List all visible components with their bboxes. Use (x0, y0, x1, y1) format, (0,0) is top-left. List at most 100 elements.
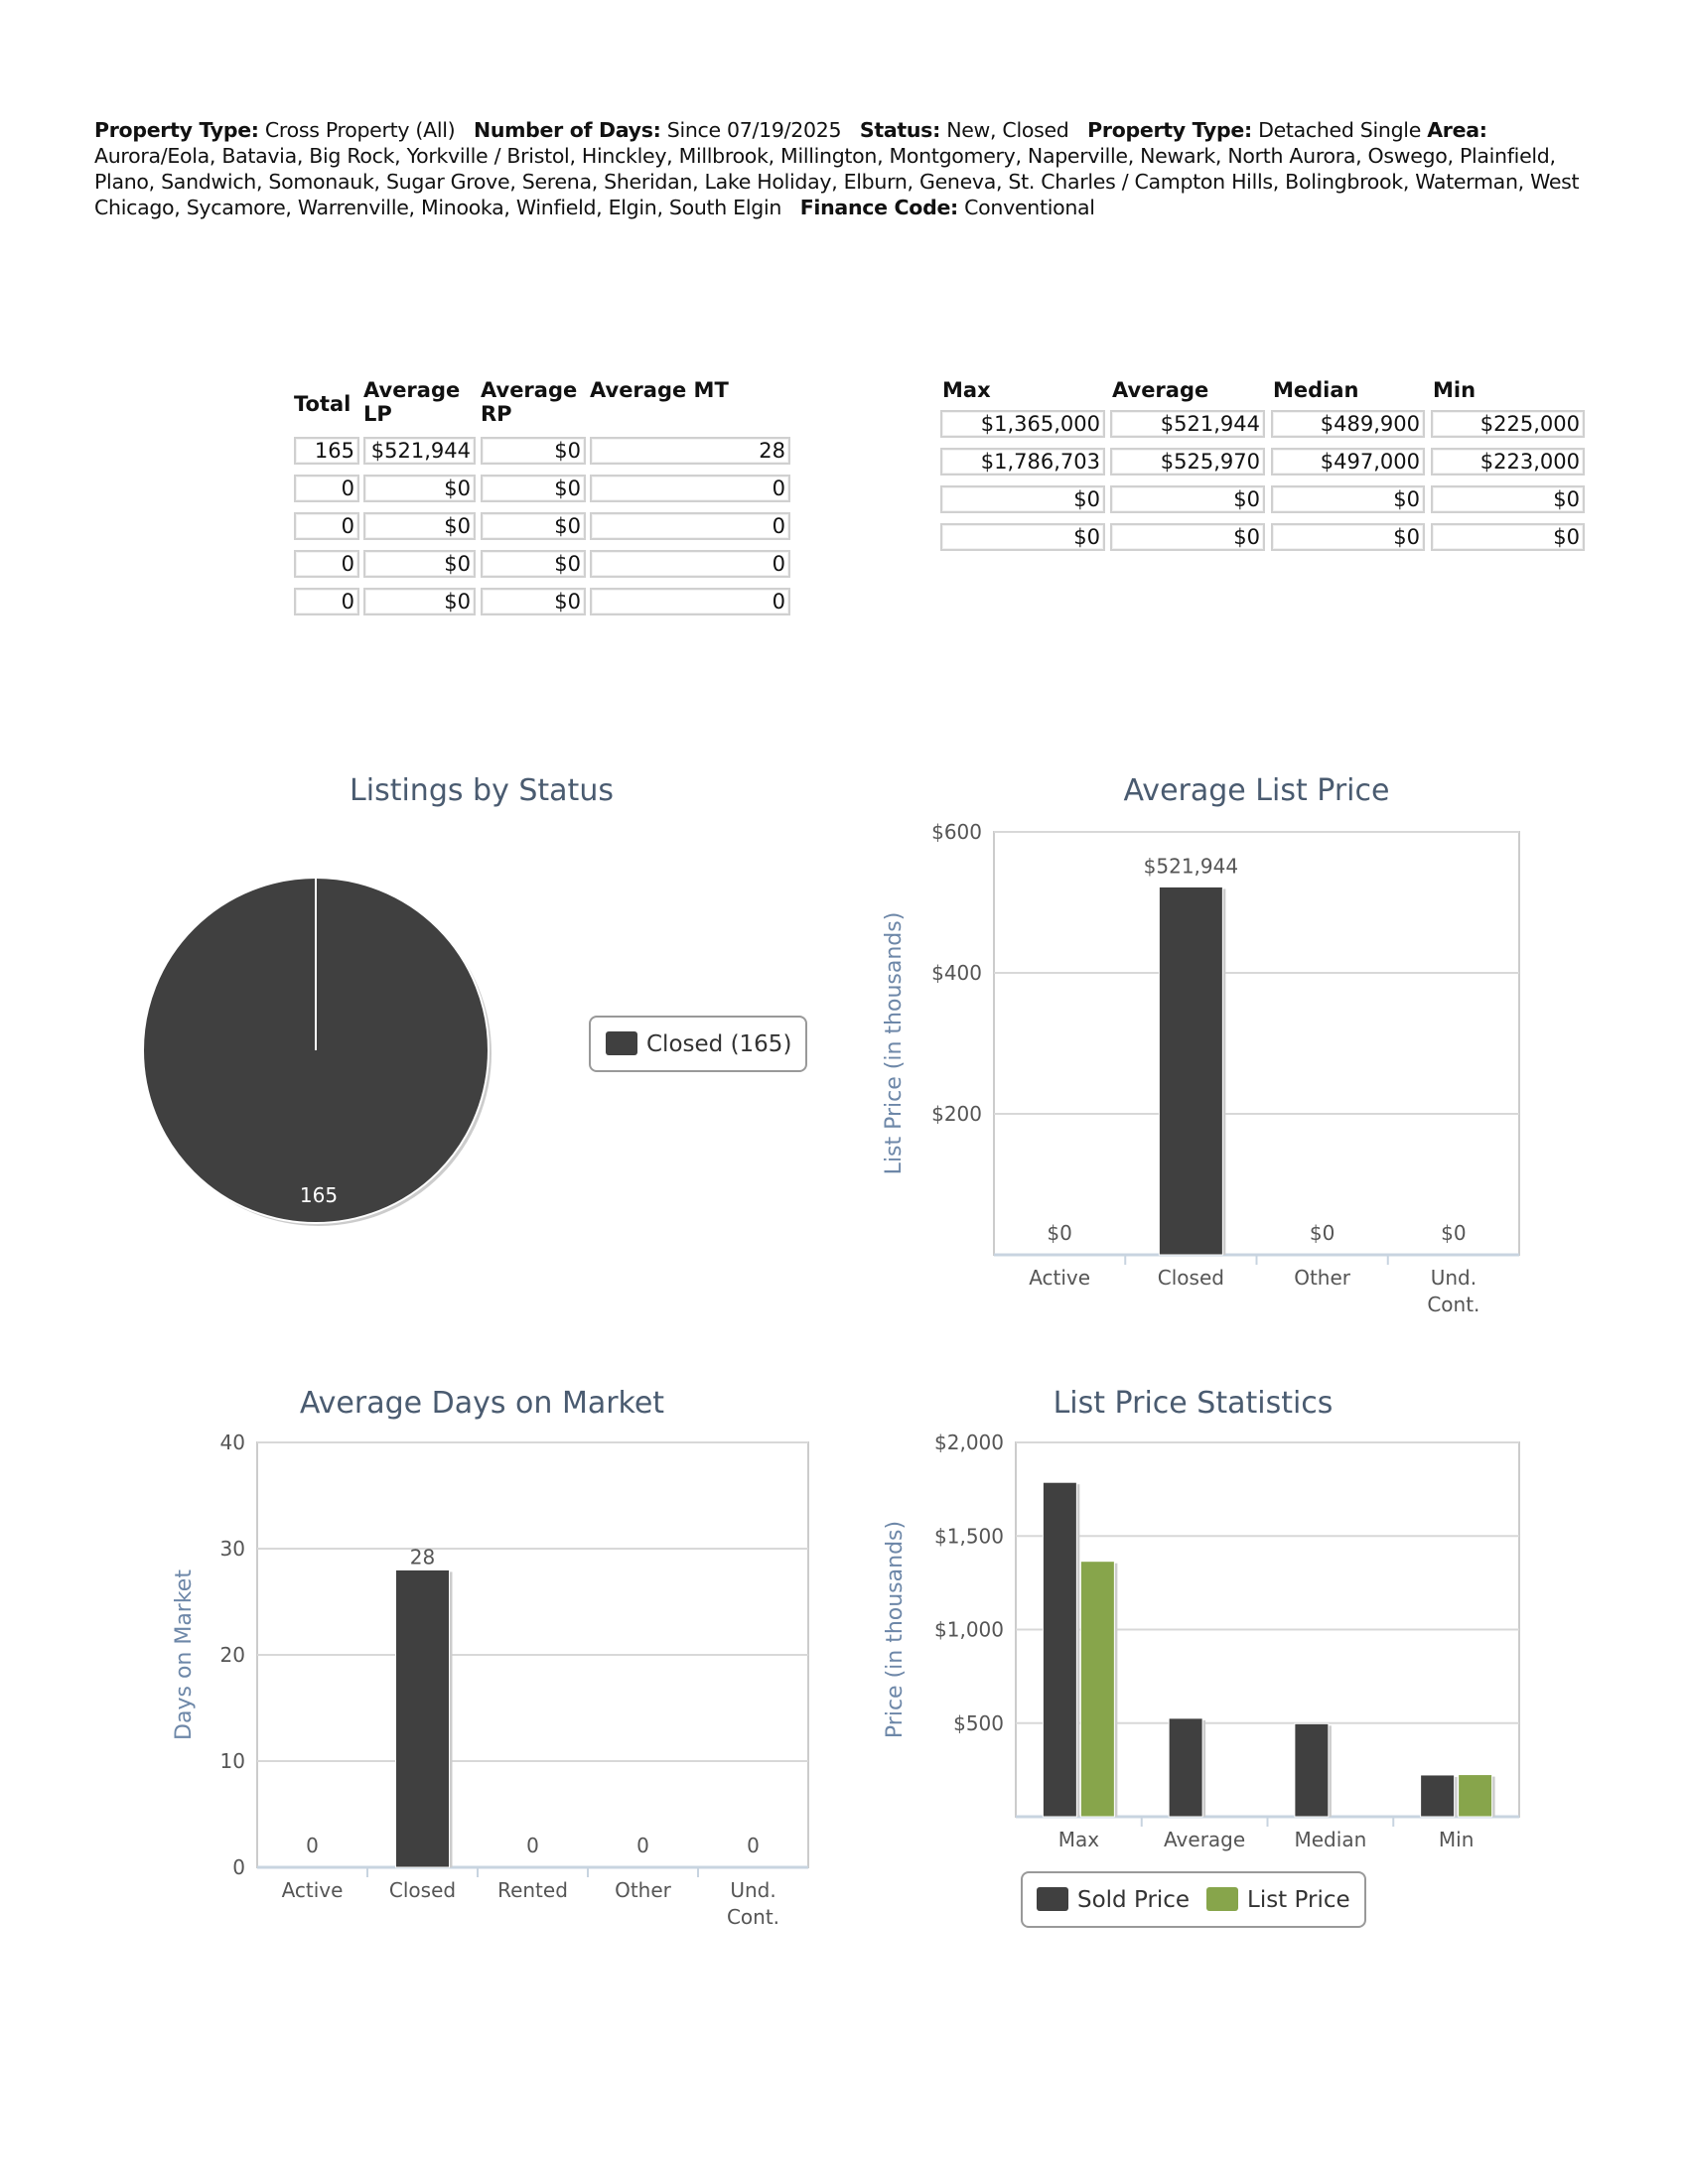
table-cell: 0 (294, 475, 359, 502)
table-cell: 0 (294, 512, 359, 540)
table-cell: $0 (481, 475, 586, 502)
data-label: $521,944 (1144, 854, 1238, 878)
x-tick-label: Median (1295, 1828, 1367, 1851)
y-axis-title: List Price (in thousands) (882, 912, 907, 1175)
pie-data-label: 165 (300, 1183, 338, 1207)
y-tick-label: $2,000 (934, 1431, 1004, 1454)
bar-list-price-min (1458, 1774, 1493, 1818)
y-tick-label: $1,000 (934, 1618, 1004, 1642)
data-label: 0 (306, 1834, 319, 1857)
criteria-label: Property Type: (1087, 118, 1252, 142)
y-tick-label: $600 (931, 820, 982, 844)
y-tick-label: 30 (220, 1537, 245, 1561)
data-label: $0 (1047, 1221, 1071, 1245)
table-cell: $0 (940, 485, 1105, 513)
table-cell: $0 (363, 475, 476, 502)
column-header: Min (1433, 378, 1477, 402)
table-cell: 0 (590, 550, 790, 578)
x-tick-label: Active (1029, 1266, 1090, 1290)
x-tick-label: Average (1164, 1828, 1245, 1851)
table-cell: $0 (363, 550, 476, 578)
table-cell: $1,786,703 (940, 448, 1105, 476)
column-header: Median (1273, 378, 1359, 402)
plot-area (993, 831, 1520, 1256)
table-cell: $0 (481, 588, 586, 615)
column-header: Average (1112, 378, 1209, 402)
y-tick-label: 10 (220, 1749, 245, 1773)
x-tick-label: Cont. (727, 1905, 779, 1929)
legend-swatch-sold-price (1037, 1887, 1068, 1911)
data-label: 0 (526, 1834, 539, 1857)
criteria-value: Since 07/19/2025 (666, 118, 842, 142)
table-cell: $0 (363, 588, 476, 615)
legend-box (1021, 1871, 1366, 1928)
bar-list-price-max (1079, 1561, 1115, 1818)
table-cell: $489,900 (1271, 410, 1425, 438)
table-cell: $0 (481, 437, 586, 465)
x-tick-label: Other (1294, 1266, 1351, 1290)
x-tick-label: Other (615, 1878, 672, 1902)
legend-box (589, 1016, 807, 1072)
table-cell: $1,365,000 (940, 410, 1105, 438)
y-tick-label: $400 (931, 961, 982, 985)
chart-title: List Price Statistics (1054, 1386, 1334, 1421)
y-tick-label: $1,500 (934, 1524, 1004, 1548)
legend-item-sold-price: Sold Price (1077, 1887, 1190, 1913)
criteria-value: Detached Single (1258, 118, 1422, 142)
table-cell: 0 (294, 588, 359, 615)
y-axis-title: Price (in thousands) (883, 1521, 908, 1738)
table-cell: $0 (1110, 523, 1265, 551)
y-tick-label: $200 (931, 1102, 982, 1126)
bar-sold-price-min (1420, 1774, 1456, 1818)
table-cell: 165 (294, 437, 359, 465)
legend-item-list-price: List Price (1247, 1887, 1350, 1913)
table-cell: 28 (590, 437, 790, 465)
criteria-label: Status: (859, 118, 940, 142)
table-cell: $521,944 (363, 437, 476, 465)
y-tick-label: 40 (220, 1431, 245, 1454)
x-tick-label: Min (1439, 1828, 1475, 1851)
x-tick-label: Rented (497, 1878, 568, 1902)
search-criteria: Property Type: Cross Property (All) Numb… (94, 117, 1614, 220)
table-cell: $0 (481, 550, 586, 578)
x-tick-label: Max (1058, 1828, 1100, 1851)
column-header: Average MT (590, 378, 729, 402)
criteria-label: Property Type: (94, 118, 259, 142)
table-cell: $0 (940, 523, 1105, 551)
chart-title: Average List Price (1124, 773, 1390, 808)
x-tick-label: Cont. (1427, 1293, 1479, 1316)
x-tick-label: Closed (1158, 1266, 1224, 1290)
data-label: $0 (1310, 1221, 1335, 1245)
table-cell: $525,970 (1110, 448, 1265, 476)
chart-title: Listings by Status (350, 773, 614, 808)
table-cell: 0 (590, 475, 790, 502)
table-cell: $497,000 (1271, 448, 1425, 476)
bar-closed (395, 1569, 450, 1868)
x-tick-label: Closed (389, 1878, 456, 1902)
x-tick-label: Und. (730, 1878, 775, 1902)
data-label: 0 (747, 1834, 760, 1857)
x-tick-label: Active (282, 1878, 344, 1902)
criteria-value: Cross Property (All) (264, 118, 456, 142)
legend-swatch-closed (606, 1031, 637, 1055)
column-header: Average LP (363, 378, 461, 426)
bar-sold-price-median (1294, 1722, 1330, 1818)
table-cell: $0 (481, 512, 586, 540)
bar-sold-price-max (1042, 1481, 1077, 1818)
table-cell: $0 (1431, 485, 1585, 513)
y-axis-title: Days on Market (172, 1570, 197, 1740)
criteria-label: Number of Days: (473, 118, 661, 142)
chart-title: Average Days on Market (300, 1386, 664, 1421)
y-tick-label: 20 (220, 1643, 245, 1667)
table-cell: 0 (294, 550, 359, 578)
data-label: $0 (1441, 1221, 1466, 1245)
legend-swatch-list-price (1206, 1887, 1238, 1911)
table-cell: $0 (1110, 485, 1265, 513)
table-cell: $0 (1431, 523, 1585, 551)
criteria-label: Finance Code: (799, 196, 959, 219)
column-header: Max (942, 378, 991, 402)
data-label: 28 (410, 1545, 435, 1569)
criteria-value: Aurora/Eola, Batavia, Big Rock, Yorkvill… (94, 144, 1580, 219)
bar-sold-price-average (1168, 1717, 1203, 1818)
